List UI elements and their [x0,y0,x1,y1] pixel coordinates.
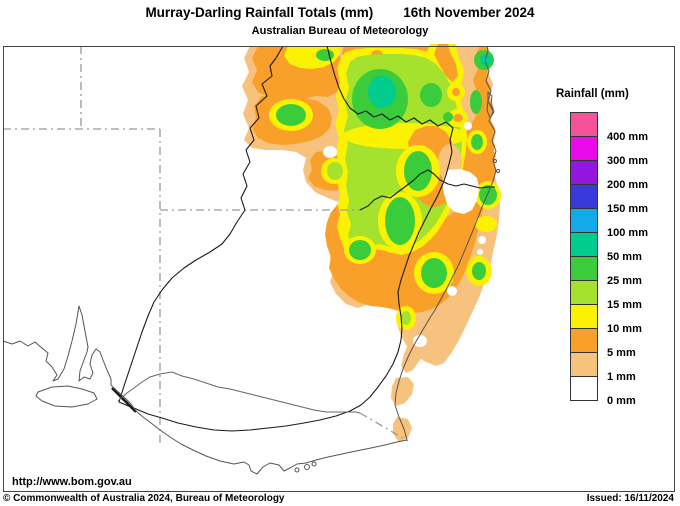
legend-row: 15 mm [570,280,642,311]
legend-label: 400 mm [607,131,648,143]
legend-title: Rainfall (mm) [556,88,629,100]
contour-25mm [479,185,497,205]
basin-boundary [111,45,495,432]
legend-row: 150 mm [570,184,648,215]
contour-50mm [368,76,396,108]
contour-0mm-hole [464,122,472,130]
legend-label: 300 mm [607,155,648,167]
legend-label: 10 mm [607,323,642,335]
bom-url: http://www.bom.gov.au [12,476,132,488]
contour-0mm-hole [494,145,506,155]
map-title: Murray-Darling Rainfall Totals (mm) [145,5,374,20]
page-title: Murray-Darling Rainfall Totals (mm) 16th … [0,5,680,20]
contour-25mm [443,112,453,122]
contour-50mm [480,54,492,66]
contour-25mm [470,90,482,114]
rainfall-contours [242,44,506,442]
island [496,169,500,173]
issued-date: Issued: 16/11/2024 [586,493,674,504]
contour-5mm [452,88,460,96]
legend-label: 150 mm [607,203,648,215]
murray-river-border [159,371,361,414]
contour-15mm [401,311,411,325]
coorong-segment [111,387,137,413]
legend-row: 1 mm [570,352,636,383]
legend-label: 1 mm [607,371,636,383]
island [493,159,497,163]
legend-row: 5 mm [570,328,636,359]
murray-river-sa [117,373,161,402]
map-frame [3,46,675,492]
kangaroo-island [35,385,98,408]
legend-row: 400 mm [570,112,648,143]
legend-label: 0 mm [607,395,636,407]
map-date: 16th November 2024 [403,5,535,20]
contour-25mm [316,49,334,61]
contour-5mm [434,44,458,82]
rainfall-legend: Rainfall (mm) 400 mm 300 mm 200 mm 150 mm 10… [556,88,676,407]
legend-label: 5 mm [607,347,636,359]
legend-row: 200 mm [570,160,648,191]
contour-15mm [327,162,343,180]
legend-row: 300 mm [570,136,648,167]
contour-0mm-hole [413,335,427,347]
contour-25mm [349,240,371,260]
contour-0mm-hole [323,146,337,158]
border-qld-nsw-river [359,169,495,211]
legend-rows: 400 mm 300 mm 200 mm 150 mm 100 mm 50 mm 25 mm… [556,112,676,407]
basin-boundary-path [118,45,454,432]
legend-label: 50 mm [607,251,642,263]
copyright: © Commonwealth of Australia 2024, Bureau… [3,493,285,504]
contour-25mm [276,104,306,126]
contour-0mm-hole [447,286,457,296]
contour-25mm [421,258,447,288]
coastline-path [2,45,497,475]
contour-0mm-hole [442,169,479,214]
island [294,467,300,473]
contour-25mm [420,83,442,107]
contour-0mm-hole [478,236,486,244]
state-borders [3,46,409,444]
contour-1mm-coastal-strip [393,417,412,442]
contour-10mm [475,216,497,232]
moreton-islands [486,91,495,119]
legend-row: 50 mm [570,232,642,263]
legend-row: 0 mm [570,376,636,407]
map-subtitle: Australian Bureau of Meteorology [251,25,429,37]
contour-25mm [404,151,432,191]
island [304,464,310,470]
rivers [117,371,361,414]
island [311,461,317,467]
coastline [2,45,500,475]
contour-25mm [472,262,486,280]
contour-25mm [385,197,415,245]
legend-row: 25 mm [570,256,642,287]
legend-label: 100 mm [607,227,648,239]
contour-1mm-coastal-strip [391,377,414,406]
legend-label: 25 mm [607,275,642,287]
contour-0mm-hole [477,249,483,255]
legend-label: 15 mm [607,299,642,311]
contour-25mm [471,134,483,150]
legend-row: 100 mm [570,208,648,239]
legend-label: 200 mm [607,179,648,191]
contour-5mm [453,114,463,122]
legend-row: 10 mm [570,304,642,335]
